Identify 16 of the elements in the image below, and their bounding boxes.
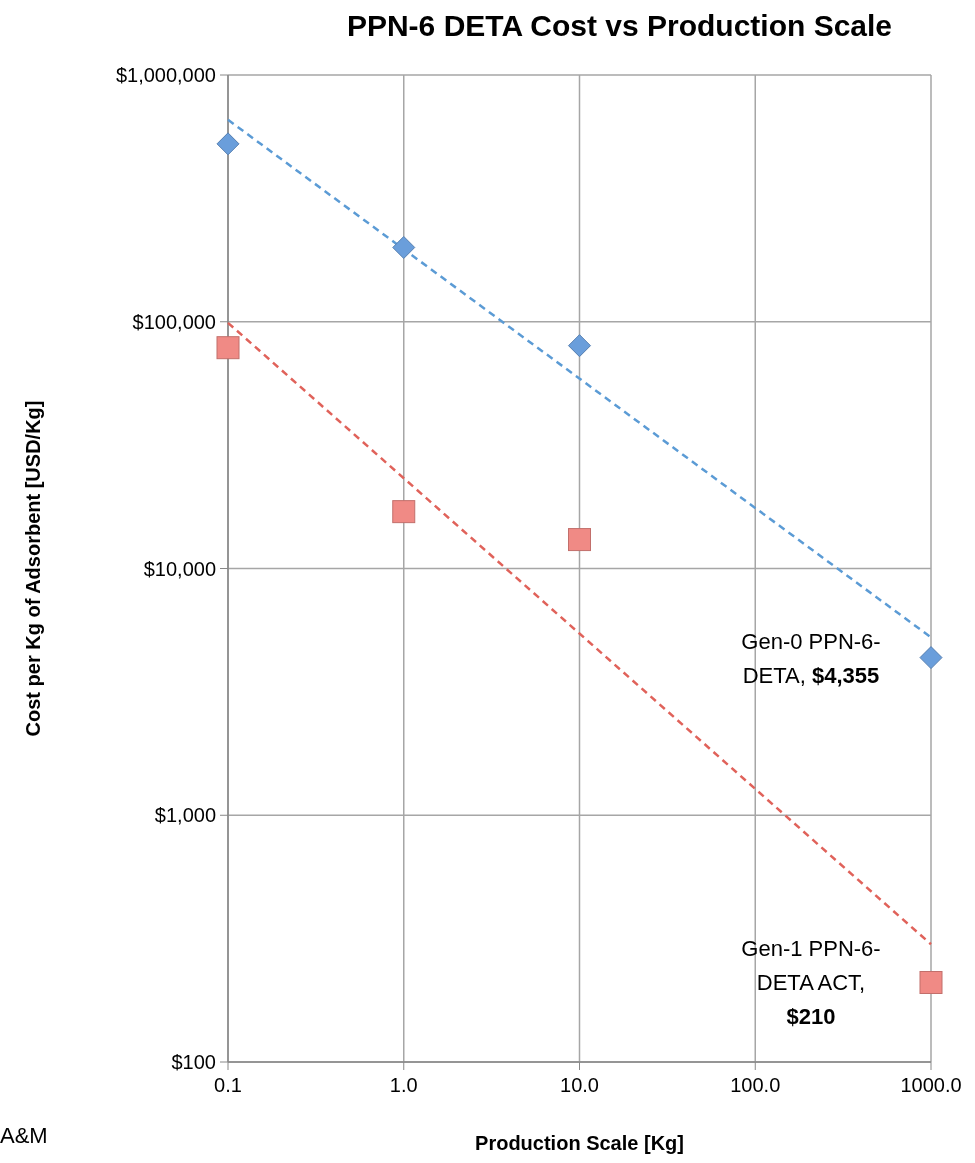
- annotation: Gen-0 PPN-6-DETA, $4,355: [741, 628, 881, 688]
- text: A&M: [0, 1123, 48, 1148]
- y-tick-label: $1,000,000: [115, 64, 216, 86]
- y-tick-label: $10,000: [143, 557, 216, 580]
- annotation: Gen-1 PPN-6-DETA ACT, $210: [741, 936, 881, 1030]
- chart-title: PPN-6 DETA Cost vs Production Scale: [346, 9, 893, 42]
- x-axis-title: Production Scale [Kg]: [475, 1132, 684, 1154]
- x-tick-label: 1000.0: [900, 1074, 962, 1096]
- x-tick-label: 0.1: [214, 1074, 242, 1096]
- x-tick-label: 100.0: [730, 1074, 781, 1096]
- y-tick-label: $100,000: [132, 310, 216, 333]
- x-tick-label: 1.0: [389, 1074, 418, 1096]
- y-tick-label: $1,000: [154, 804, 216, 827]
- y-tick-label: $100: [171, 1051, 216, 1073]
- x-tick-label: 10.0: [560, 1074, 599, 1096]
- y-axis-title: Cost per Kg of Adsorbent [USD/Kg]: [22, 400, 44, 737]
